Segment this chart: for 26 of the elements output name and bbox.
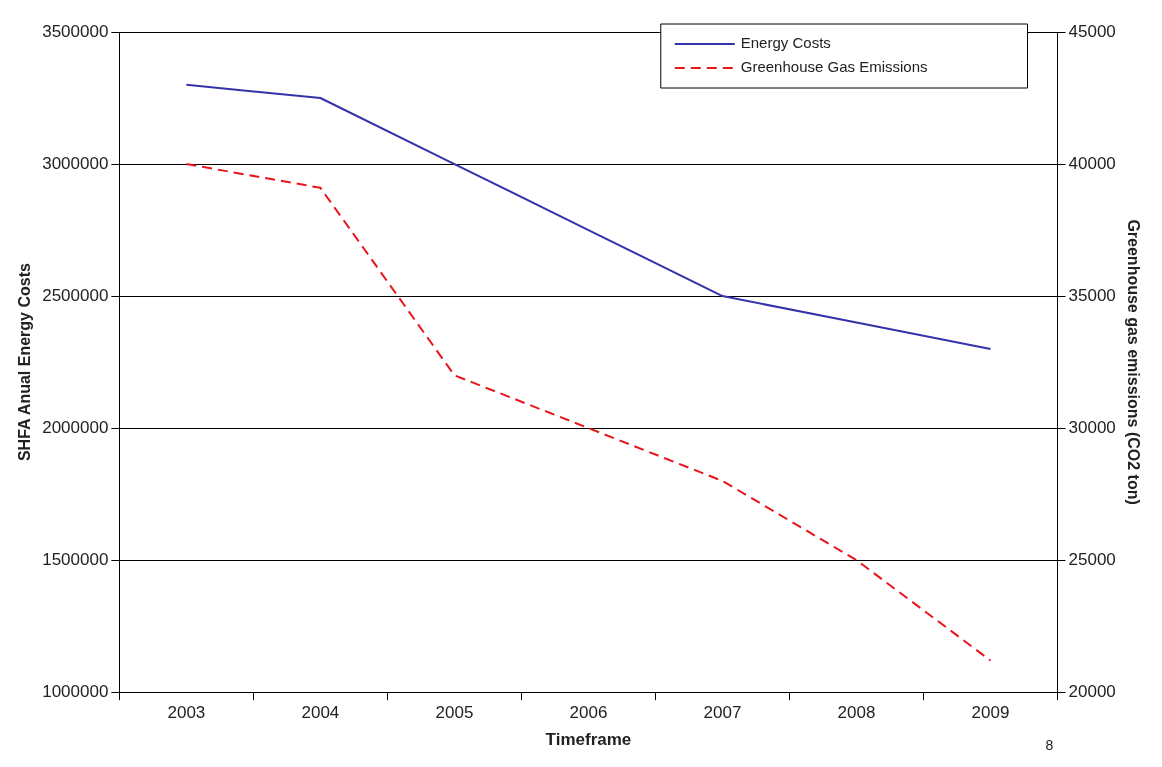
- y-tick-label: 3000000: [42, 153, 109, 173]
- y-tick-label: 3500000: [42, 21, 109, 41]
- x-tick-label: 2009: [971, 703, 1010, 723]
- y2-tick-label: 25000: [1068, 549, 1116, 569]
- text: 8: [1045, 737, 1054, 754]
- legend-label: Greenhouse Gas Emissions: [740, 58, 928, 76]
- line-series: [185, 163, 992, 662]
- y2-tick-label: 45000: [1068, 21, 1116, 41]
- x-tick-label: 2006: [569, 703, 608, 723]
- legend-label: Energy Costs: [740, 34, 831, 52]
- y-axis-title: SHFA Anual Energy Costs: [16, 263, 34, 462]
- x-tick-label: 2004: [301, 703, 340, 723]
- x-tick-label: 2005: [435, 703, 474, 723]
- y2-tick-label: 40000: [1068, 153, 1116, 173]
- y-tick-label: 2500000: [42, 285, 109, 305]
- x-tick-label: 2008: [837, 703, 876, 723]
- y2-tick-label: 20000: [1068, 681, 1116, 701]
- x-tick-label: 2007: [703, 703, 742, 723]
- x-axis-title: Timeframe: [545, 730, 632, 750]
- y2-tick-label: 30000: [1068, 417, 1116, 437]
- y-tick-label: 2000000: [42, 417, 109, 437]
- y2-tick-label: 35000: [1068, 285, 1116, 305]
- y2-axis-title: Greenhouse gas emissions (CO2 ton): [1124, 219, 1142, 505]
- y-tick-label: 1000000: [42, 681, 109, 701]
- y-tick-label: 1500000: [42, 549, 109, 569]
- x-tick-label: 2003: [167, 703, 206, 723]
